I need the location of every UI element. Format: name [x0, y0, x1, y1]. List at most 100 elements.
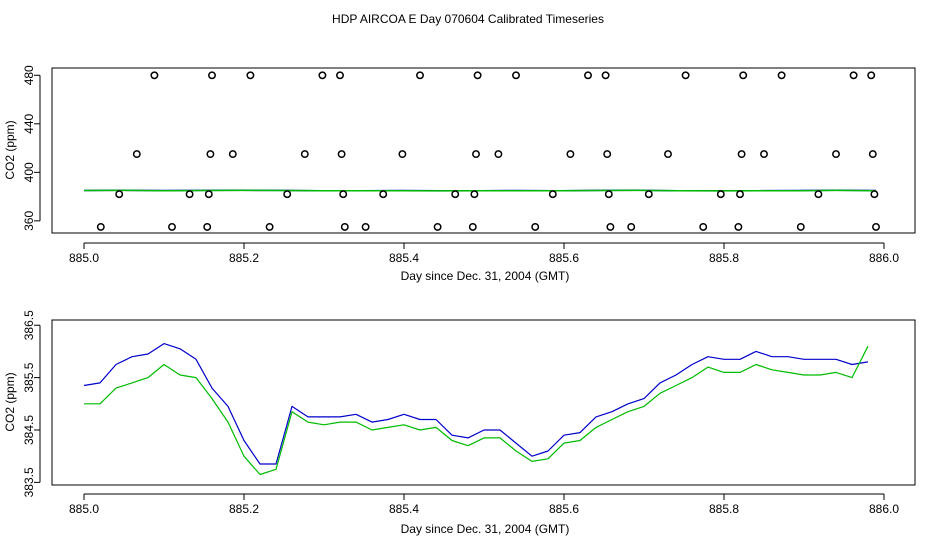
scatter-point: [150, 71, 159, 80]
scatter-point: [96, 222, 105, 231]
scatter-point: [433, 222, 442, 231]
bottom-x-tick-label: 885.0: [69, 502, 99, 516]
scatter-point: [814, 190, 823, 199]
bottom-x-axis: 885.0 885.2 885.4 885.6 885.8 886.0: [69, 493, 899, 516]
bottom-x-tick-label: 885.4: [389, 502, 419, 516]
scatter-point: [246, 71, 255, 80]
top-y-axis: 360 400 440 480: [22, 65, 41, 231]
scatter-point: [627, 222, 636, 231]
scatter-point: [265, 222, 274, 231]
top-panel: 885.0 885.2 885.4 885.6 885.8 886.0 360 400 440…: [3, 65, 916, 283]
scatter-point: [664, 150, 672, 159]
bottom-plot-frame: [51, 319, 916, 486]
top-x-tick-label: 885.4: [389, 251, 419, 265]
top-x-tick-label: 885.8: [709, 251, 739, 265]
scatter-point: [208, 71, 216, 80]
bottom-y-tick-label: 385.5: [22, 362, 36, 392]
scatter-point: [739, 71, 748, 80]
scatter-point: [470, 190, 479, 199]
top-y-tick-label: 400: [22, 162, 36, 182]
top-x-tick-label: 885.6: [549, 251, 579, 265]
top-x-axis: 885.0 885.2 885.4 885.6 885.8 886.0: [69, 242, 899, 265]
scatter-point: [336, 71, 344, 80]
scatter-point: [203, 222, 212, 231]
scatter-point: [132, 150, 141, 159]
scatter-point: [584, 71, 592, 80]
top-x-tick-label: 885.0: [69, 251, 99, 265]
top-x-tick-label: 886.0: [869, 251, 899, 265]
scatter-point: [603, 150, 612, 159]
bottom-y-axis: 383.5 384.5 385.5 386.5: [22, 310, 41, 497]
scatter-point: [115, 190, 124, 199]
bottom-x-axis-title: Day since Dec. 31, 2004 (GMT): [401, 522, 570, 536]
scatter-point: [601, 71, 610, 80]
bottom-y-tick-label: 386.5: [22, 310, 36, 340]
scatter-point: [604, 190, 613, 199]
scatter-point: [681, 71, 690, 80]
scatter-point: [867, 71, 876, 80]
scatter-point: [472, 150, 480, 159]
scatter-point: [736, 190, 744, 199]
bottom-series-line-1: [83, 343, 869, 465]
scatter-point: [760, 150, 768, 159]
scatter-point: [416, 71, 424, 80]
scatter-point: [872, 222, 880, 231]
top-x-axis-title: Day since Dec. 31, 2004 (GMT): [401, 269, 570, 283]
scatter-point: [566, 150, 575, 159]
scatter-point: [168, 222, 176, 231]
bottom-x-tick-label: 886.0: [869, 502, 899, 516]
top-plot-frame: [51, 67, 916, 234]
scatter-point: [531, 222, 540, 231]
scatter-point: [204, 190, 213, 199]
scatter-point: [849, 71, 858, 80]
scatter-point: [606, 222, 615, 231]
scatter-point: [796, 222, 805, 231]
scatter-point: [868, 150, 877, 159]
scatter-point: [699, 222, 708, 231]
top-series-line-2: [83, 189, 877, 192]
scatter-point: [361, 222, 370, 231]
scatter-point: [832, 150, 840, 159]
scatter-point: [777, 71, 786, 80]
scatter-point: [283, 190, 292, 199]
top-series-lines: [83, 189, 877, 192]
scatter-point: [494, 150, 503, 159]
scatter-point: [716, 190, 725, 199]
scatter-point: [300, 150, 309, 159]
scatter-point: [398, 150, 407, 159]
scatter-point: [512, 71, 520, 80]
scatter-point: [228, 150, 237, 159]
scatter-point: [870, 190, 879, 199]
bottom-y-tick-label: 384.5: [22, 415, 36, 445]
scatter-point: [318, 71, 327, 80]
top-y-axis-title: CO2 (ppm): [3, 120, 17, 179]
scatter-point: [340, 222, 349, 231]
chart-title: HDP AIRCOA E Day 070604 Calibrated Times…: [332, 12, 604, 26]
scatter-point: [337, 150, 346, 159]
scatter-point: [468, 222, 477, 231]
scatter-point: [734, 222, 743, 231]
top-y-tick-label: 360: [22, 211, 36, 231]
scatter-point: [473, 71, 482, 80]
scatter-point: [206, 150, 215, 159]
top-y-tick-label: 440: [22, 113, 36, 133]
scatter-point: [185, 190, 194, 199]
scatter-point: [379, 190, 388, 199]
bottom-y-tick-label: 383.5: [22, 467, 36, 497]
scatter-point: [339, 190, 348, 199]
top-x-tick-label: 885.2: [229, 251, 259, 265]
bottom-panel: 885.0 885.2 885.4 885.6 885.8 886.0 383.5 384.…: [3, 310, 916, 536]
bottom-x-tick-label: 885.2: [229, 502, 259, 516]
bottom-series-line-2: [84, 345, 869, 476]
bottom-x-tick-label: 885.6: [549, 502, 579, 516]
top-y-tick-label: 480: [22, 65, 36, 85]
top-scatter-points: [96, 71, 880, 231]
bottom-series-lines: [83, 343, 869, 476]
scatter-point: [737, 150, 746, 159]
bottom-y-axis-title: CO2 (ppm): [3, 372, 17, 431]
scatter-point: [451, 190, 460, 199]
scatter-point: [644, 190, 653, 199]
scatter-point: [548, 190, 557, 199]
bottom-x-tick-label: 885.8: [709, 502, 739, 516]
